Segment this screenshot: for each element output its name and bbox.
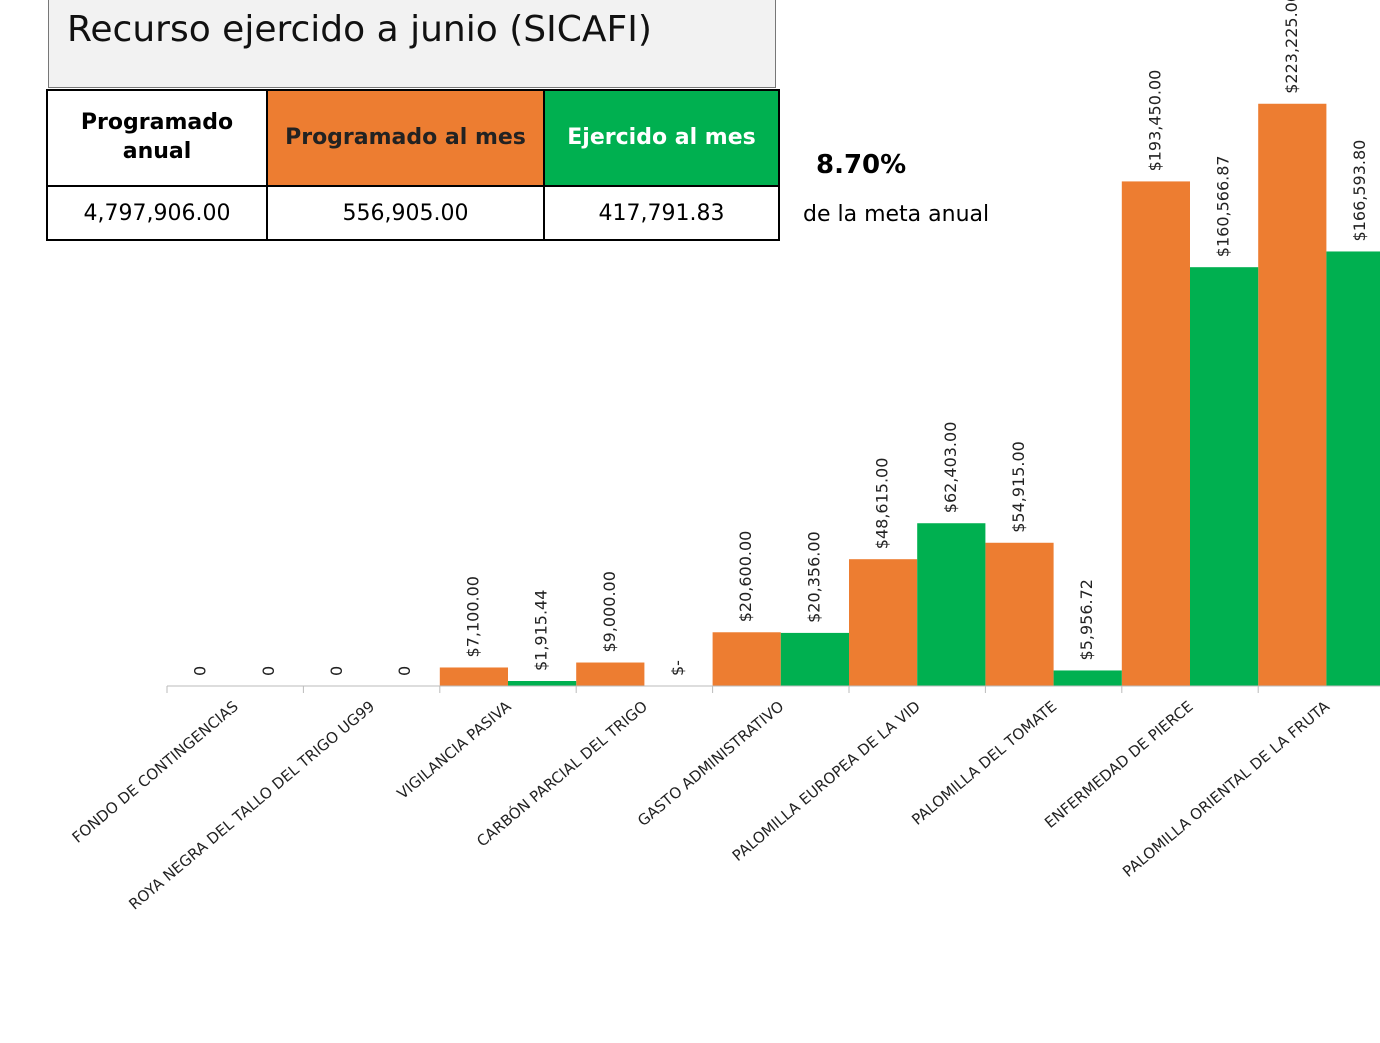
value-label: $20,356.00 bbox=[804, 531, 823, 623]
value-label: $166,593.80 bbox=[1350, 140, 1369, 242]
bar bbox=[849, 559, 918, 686]
value-label: $1,915.44 bbox=[532, 590, 551, 671]
x-tick-label: GASTO ADMINISTRATIVO bbox=[634, 697, 787, 830]
cell: 417,791.83 bbox=[543, 185, 780, 241]
bar bbox=[1326, 251, 1380, 686]
value-label: $- bbox=[668, 660, 687, 676]
value-label: 0 bbox=[327, 666, 346, 676]
bar bbox=[1121, 181, 1190, 687]
bar bbox=[1190, 267, 1259, 686]
percent: 8.70% bbox=[816, 150, 907, 180]
summary-table: Programado anual Programado al mes Ejerc… bbox=[46, 89, 780, 241]
bar bbox=[780, 632, 849, 686]
header-cell: Programado al mes bbox=[266, 89, 545, 187]
value-label: $20,600.00 bbox=[736, 531, 755, 623]
value-label: 0 bbox=[259, 666, 278, 676]
bar bbox=[917, 523, 986, 686]
header-cell: Programado anual bbox=[46, 89, 268, 187]
bar bbox=[712, 632, 781, 686]
percent-note: de la meta anual bbox=[803, 202, 990, 227]
title-box: Recurso ejercido a junio (SICAFI) bbox=[48, 0, 776, 88]
value-label: 0 bbox=[191, 666, 210, 676]
x-tick-label: PALOMILLA DEL TOMATE bbox=[908, 697, 1060, 829]
value-label: $160,566.87 bbox=[1214, 155, 1233, 257]
bar bbox=[439, 667, 508, 686]
title: Recurso ejercido a junio (SICAFI) bbox=[67, 9, 652, 50]
bar bbox=[576, 662, 645, 686]
cell: 556,905.00 bbox=[266, 185, 545, 241]
bar bbox=[508, 681, 577, 686]
value-label: 0 bbox=[395, 666, 414, 676]
bar bbox=[1258, 103, 1327, 687]
x-tick-label: ENFERMEDAD DE PIERCE bbox=[1041, 697, 1197, 832]
value-label: $62,403.00 bbox=[941, 422, 960, 514]
x-tick-label: ROYA NEGRA DEL TALLO DEL TRIGO UG99 bbox=[125, 697, 378, 913]
value-label: $54,915.00 bbox=[1009, 441, 1028, 533]
header-cell: Ejercido al mes bbox=[543, 89, 780, 187]
value-label: $193,450.00 bbox=[1145, 70, 1164, 172]
value-label: $48,615.00 bbox=[873, 458, 892, 550]
value-label: $5,956.72 bbox=[1077, 579, 1096, 660]
value-label: $223,225.00 bbox=[1282, 0, 1301, 94]
x-tick-label: VIGILANCIA PASIVA bbox=[394, 697, 515, 803]
value-label: $7,100.00 bbox=[463, 576, 482, 657]
bar bbox=[1053, 670, 1122, 686]
value-label: $9,000.00 bbox=[600, 571, 619, 652]
cell: 4,797,906.00 bbox=[46, 185, 268, 241]
bar bbox=[985, 542, 1054, 686]
